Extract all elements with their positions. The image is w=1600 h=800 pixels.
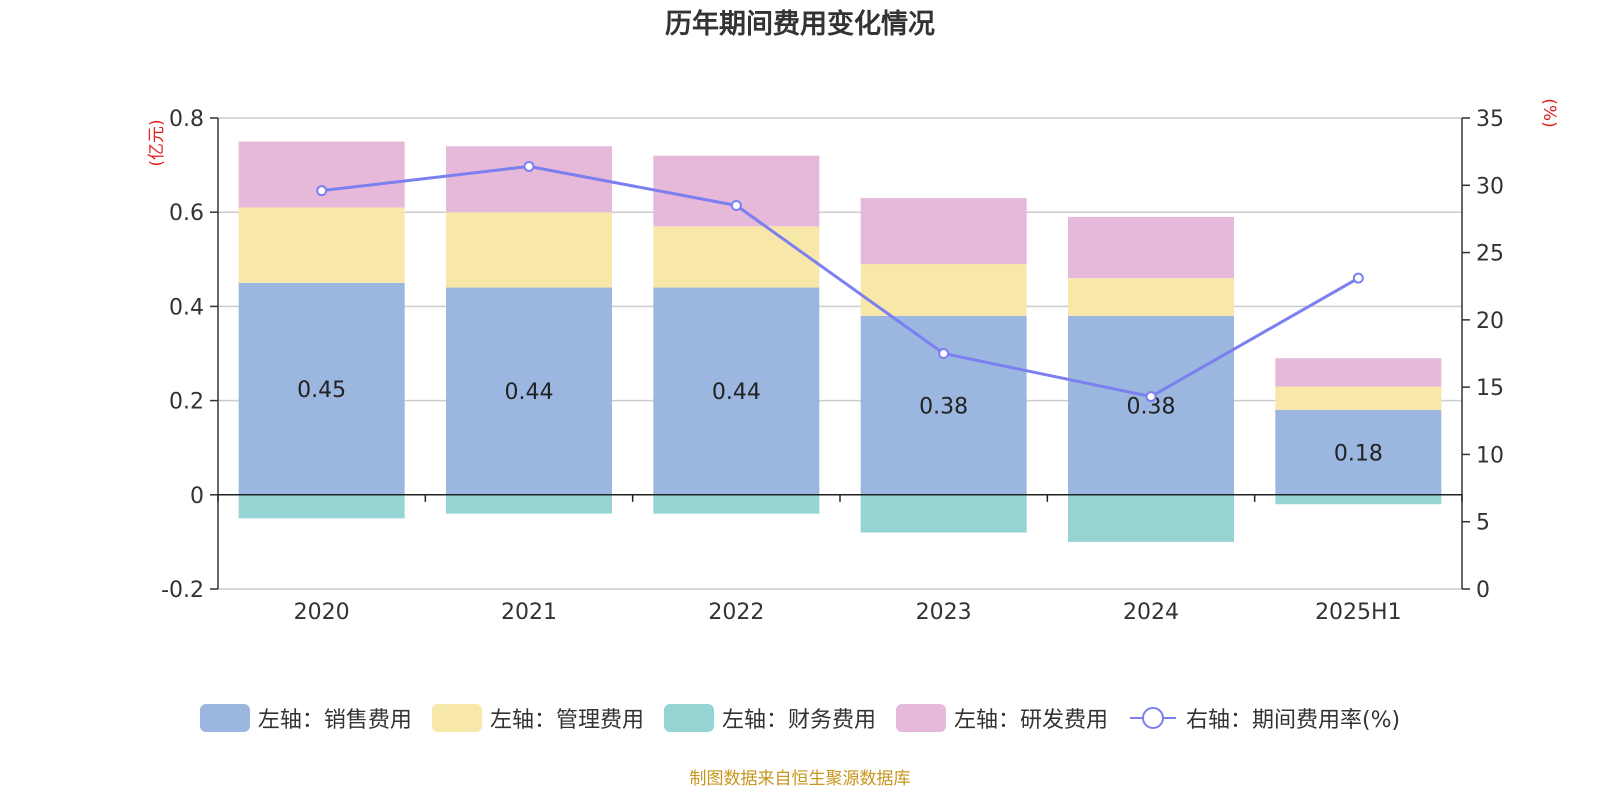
bar-rd — [1275, 358, 1442, 387]
legend-label-expense-rate: 右轴：期间费用率(%) — [1185, 708, 1401, 733]
x-axis-category-label: 2023 — [916, 600, 972, 625]
x-axis-category-label: 2024 — [1123, 600, 1179, 625]
bar-sales-data-label: 0.38 — [919, 394, 968, 419]
left-axis-tick-label: 0.4 — [169, 295, 204, 320]
legend-item-expense-rate[interactable]: 右轴：期间费用率(%) — [1128, 702, 1400, 734]
right-axis-tick-label: 30 — [1476, 174, 1504, 199]
right-axis-tick-label: 25 — [1476, 242, 1504, 267]
x-axis-category-label: 2025H1 — [1315, 600, 1402, 625]
legend-label-admin: 左轴：管理费用 — [489, 708, 644, 733]
bar-finance — [1275, 494, 1442, 505]
legend-swatch-rd — [895, 704, 946, 732]
line-expense-rate — [321, 164, 1360, 399]
bar-rd — [238, 141, 405, 208]
line-point-expense-rate — [1352, 272, 1364, 284]
right-axis-tick-label: 10 — [1476, 443, 1504, 468]
bar-rd — [860, 198, 1027, 265]
chart-title: 历年期间费用变化情况 — [665, 9, 935, 40]
bar-sales-data-label: 0.18 — [1334, 441, 1383, 466]
bar-sales — [446, 287, 612, 495]
bar-sales — [1275, 410, 1442, 495]
left-axis-tick-label: 0 — [190, 484, 204, 509]
right-axis-tick-label: 0 — [1476, 578, 1490, 603]
legend-item-admin[interactable]: 左轴：管理费用 — [431, 702, 644, 734]
legend-line-marker-icon — [1129, 707, 1176, 729]
right-axis-tick-label: 20 — [1476, 309, 1504, 334]
bar-rd — [1068, 216, 1234, 279]
line-point-expense-rate — [730, 199, 742, 211]
bar-sales-data-label: 0.44 — [712, 380, 761, 405]
bar-admin — [653, 226, 820, 288]
line-point-expense-rate — [523, 160, 535, 172]
bar-admin — [446, 212, 612, 288]
bar-finance — [653, 494, 820, 514]
bar-finance — [238, 494, 405, 519]
bar-finance — [446, 494, 612, 514]
right-axis-unit-label: (%) — [1539, 98, 1559, 127]
source-note: 制图数据来自恒生聚源数据库 — [689, 769, 911, 789]
bar-admin — [1068, 278, 1234, 316]
legend: 左轴：销售费用 左轴：管理费用 左轴：财务费用 左轴：研发费用 右轴：期间费用率… — [0, 702, 1600, 734]
legend-swatch-sales — [199, 704, 250, 732]
bar-sales-data-label: 0.45 — [297, 378, 346, 403]
right-axis-tick-label: 15 — [1476, 376, 1504, 401]
right-axis-tick-label: 5 — [1476, 511, 1490, 536]
bar-sales-data-label: 0.44 — [505, 380, 554, 405]
bar-admin — [860, 264, 1027, 316]
left-axis-tick-label: 0.6 — [169, 201, 204, 226]
bar-sales — [238, 282, 405, 495]
x-axis-category-label: 2020 — [294, 600, 350, 625]
legend-item-sales[interactable]: 左轴：销售费用 — [199, 702, 412, 734]
bar-rd — [653, 155, 820, 227]
bar-finance — [860, 494, 1027, 533]
legend-swatch-finance — [663, 704, 714, 732]
line-point-expense-rate — [938, 348, 950, 359]
bar-finance — [1068, 494, 1234, 542]
bar-admin — [238, 207, 405, 283]
left-axis-unit-label: (亿元) — [147, 119, 167, 166]
legend-swatch-admin — [431, 704, 482, 732]
left-axis-tick-label: 0.8 — [169, 107, 204, 132]
bar-sales — [860, 315, 1027, 495]
legend-item-finance[interactable]: 左轴：财务费用 — [663, 702, 876, 734]
legend-label-rd: 左轴：研发费用 — [953, 708, 1108, 733]
bar-admin — [1275, 386, 1442, 411]
line-point-expense-rate — [1145, 391, 1157, 403]
legend-label-sales: 左轴：销售费用 — [257, 708, 412, 733]
bar-sales — [1068, 315, 1234, 495]
bar-sales — [653, 287, 820, 495]
x-axis-category-label: 2021 — [501, 600, 557, 625]
legend-item-rd[interactable]: 左轴：研发费用 — [895, 702, 1108, 734]
right-axis-tick-label: 35 — [1476, 107, 1504, 132]
bar-rd — [446, 146, 612, 213]
x-axis-category-label: 2022 — [708, 600, 764, 625]
legend-label-finance: 左轴：财务费用 — [721, 708, 876, 733]
left-axis-tick-label: 0.2 — [169, 390, 204, 415]
line-point-expense-rate — [316, 185, 328, 197]
left-axis-tick-label: -0.2 — [161, 578, 204, 603]
